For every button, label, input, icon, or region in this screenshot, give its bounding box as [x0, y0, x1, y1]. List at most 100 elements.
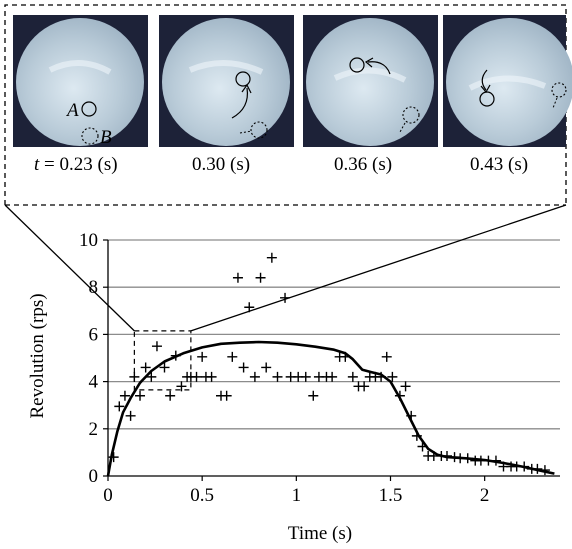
marker-b-circle: [250, 121, 268, 139]
data-point: [170, 350, 181, 361]
data-point: [539, 465, 550, 476]
tick-labels: 0 2 4 6 8 10 0 0.5 1 1.5 2: [79, 230, 489, 506]
arrowhead: [241, 83, 252, 94]
axes: [103, 239, 560, 481]
data-point: [221, 390, 232, 401]
data-point: [206, 371, 217, 382]
arrowhead: [480, 84, 491, 94]
data-point: [238, 362, 249, 373]
frame-3: [303, 15, 438, 147]
callout-box: [4, 4, 567, 205]
data-point: [125, 410, 136, 421]
frame-2: [159, 15, 294, 147]
data-point: [255, 272, 266, 283]
zoom-callout-line: [190, 204, 567, 332]
grid-lines: [108, 239, 560, 430]
data-point: [449, 452, 460, 463]
data-point: [227, 351, 238, 362]
y-tick-label: 4: [89, 372, 99, 393]
data-point: [261, 362, 272, 373]
data-point: [232, 272, 243, 283]
frame-3-label: 0.36 (s): [334, 154, 392, 175]
y-axis-title: Revolution (rps): [27, 293, 48, 418]
data-point: [119, 390, 130, 401]
x-tick-label: 1.5: [379, 485, 403, 506]
x-tick-label: 2: [480, 485, 490, 506]
marker-a-circle: [235, 71, 251, 87]
data-point: [394, 390, 405, 401]
chart: 0 2 4 6 8 10 0 0.5 1 1.5 2 Time (s) Revolution (rp…: [4, 204, 567, 544]
marker-a-circle: [349, 57, 365, 73]
data-point: [129, 371, 140, 382]
data-point: [249, 371, 260, 382]
frame-4: [443, 15, 572, 147]
data-point: [114, 401, 125, 412]
frame-1: A B: [13, 15, 148, 148]
data-point: [411, 430, 422, 441]
frame-4-label: 0.43 (s): [470, 154, 528, 175]
data-point: [191, 371, 202, 382]
data-point: [532, 463, 543, 474]
data-point: [135, 390, 146, 401]
x-tick-label: 1: [292, 485, 302, 506]
zoom-indicator: [4, 204, 567, 391]
marker-b-circle: [402, 106, 420, 124]
data-point: [151, 341, 162, 352]
data-point: [140, 362, 151, 373]
marker-a-circle: [81, 101, 97, 117]
data-point: [347, 371, 358, 382]
y-tick-label: 6: [89, 324, 99, 345]
arrowhead: [364, 57, 374, 68]
data-point: [381, 351, 392, 362]
data-point: [442, 450, 452, 461]
fitted-curve-line: [106, 340, 555, 477]
data-point: [490, 455, 501, 466]
data-point: [376, 371, 387, 382]
data-point: [327, 371, 338, 382]
data-point: [308, 390, 319, 401]
motion-arrow: [367, 61, 391, 75]
data-point: [159, 362, 170, 373]
frame-3-disc: [306, 18, 434, 146]
data-point: [280, 292, 291, 303]
y-tick-label: 10: [79, 230, 98, 251]
data-point: [165, 390, 176, 401]
frame-1-disc: [16, 18, 144, 146]
frame-4-disc: [446, 18, 572, 146]
x-axis-title: Time (s): [288, 523, 352, 544]
marker-b-circle: [551, 82, 567, 98]
data-point: [340, 351, 351, 362]
fitted-curve: [106, 340, 555, 477]
motion-arrow: [481, 69, 488, 91]
data-point: [146, 371, 157, 382]
data-point: [272, 371, 283, 382]
frame-1-label: t = 0.23 (s): [34, 154, 118, 175]
data-point: [359, 381, 370, 392]
data-point: [300, 371, 311, 382]
data-point: [176, 381, 187, 392]
data-point: [406, 410, 417, 421]
data-point: [519, 461, 530, 472]
data-point: [197, 351, 208, 362]
data-point: [244, 302, 255, 313]
marker-b-label: B: [100, 127, 112, 148]
frame-2-label: 0.30 (s): [192, 154, 250, 175]
data-point: [462, 453, 473, 464]
y-tick-label: 0: [89, 466, 99, 487]
marker-b-circle: [81, 127, 99, 145]
x-tick-label: 0.5: [190, 485, 214, 506]
data-point: [400, 381, 411, 392]
motion-arrow: [231, 87, 249, 119]
frame-2-disc: [162, 18, 290, 146]
data-points: [108, 252, 550, 476]
data-point: [108, 452, 119, 463]
data-point: [417, 441, 428, 452]
data-point: [266, 252, 277, 263]
marker-a-circle: [479, 91, 495, 107]
y-tick-label: 2: [89, 419, 99, 440]
x-tick-label: 0: [103, 485, 113, 506]
zoom-box: [133, 330, 192, 391]
data-point: [387, 371, 398, 382]
y-tick-label: 8: [89, 277, 99, 298]
